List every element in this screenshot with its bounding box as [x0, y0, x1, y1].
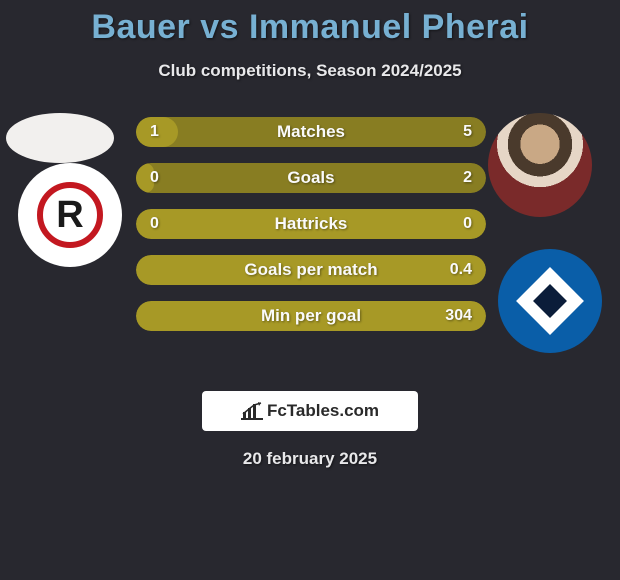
- club-right-diamond: [516, 267, 584, 335]
- comparison-panel: R 1Matches50Goals20Hattricks0Goals per m…: [0, 113, 620, 373]
- subtitle: Club competitions, Season 2024/2025: [0, 61, 620, 81]
- date-text: 20 february 2025: [0, 449, 620, 469]
- club-right-badge: [498, 249, 602, 353]
- stat-label: Goals per match: [136, 255, 486, 285]
- club-left-ring: R: [37, 182, 103, 248]
- stat-row: 1Matches5: [136, 117, 486, 147]
- stat-row: 0Goals2: [136, 163, 486, 193]
- stat-row: Min per goal304: [136, 301, 486, 331]
- stat-label: Goals: [136, 163, 486, 193]
- club-left-letter: R: [56, 196, 83, 234]
- club-left-badge: R: [18, 163, 122, 267]
- watermark-text: FcTables.com: [267, 401, 379, 421]
- chart-icon: [241, 402, 263, 420]
- page-title: Bauer vs Immanuel Pherai: [0, 0, 620, 47]
- stat-row: Goals per match0.4: [136, 255, 486, 285]
- stat-row: 0Hattricks0: [136, 209, 486, 239]
- stat-value-right: 2: [463, 163, 472, 193]
- stat-value-right: 5: [463, 117, 472, 147]
- player-left-avatar: [6, 113, 114, 163]
- stat-value-right: 304: [445, 301, 472, 331]
- stat-value-right: 0.4: [450, 255, 472, 285]
- stat-label: Matches: [136, 117, 486, 147]
- stat-bars: 1Matches50Goals20Hattricks0Goals per mat…: [136, 117, 486, 347]
- player-right-avatar: [488, 113, 592, 217]
- watermark: FcTables.com: [202, 391, 418, 431]
- stat-value-right: 0: [463, 209, 472, 239]
- stat-label: Min per goal: [136, 301, 486, 331]
- stat-label: Hattricks: [136, 209, 486, 239]
